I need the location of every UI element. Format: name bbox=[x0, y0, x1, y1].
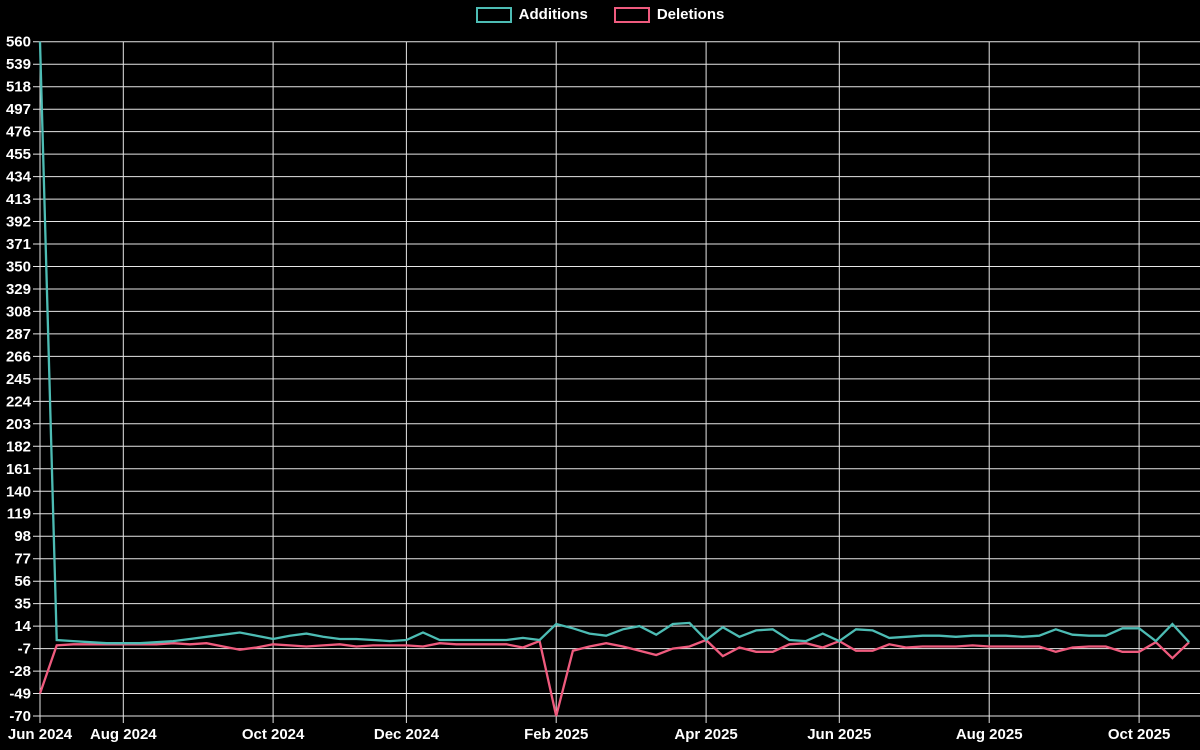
deletions-swatch bbox=[613, 6, 650, 23]
y-tick-label: 140 bbox=[6, 483, 31, 500]
y-gridlines bbox=[33, 41, 1200, 717]
y-tick-label: 476 bbox=[6, 124, 31, 141]
y-tick-label: 350 bbox=[6, 259, 31, 276]
x-tick-label: Apr 2025 bbox=[674, 726, 737, 743]
legend-item-deletions[interactable]: Deletions bbox=[613, 6, 725, 23]
chart-legend: Additions Deletions bbox=[0, 6, 1200, 23]
y-tick-label: 98 bbox=[14, 528, 31, 545]
legend-item-additions[interactable]: Additions bbox=[475, 6, 588, 23]
y-tick-label: 224 bbox=[6, 393, 32, 410]
additions-swatch bbox=[475, 6, 512, 23]
y-tick-label: -49 bbox=[9, 686, 31, 703]
x-tick-label: Aug 2024 bbox=[90, 726, 157, 743]
x-tick-labels: Jun 2024 Aug 2024 Oct 2024 Dec 2024 Feb 2025… bbox=[8, 726, 1170, 743]
x-gridlines bbox=[39, 41, 1140, 723]
x-tick-label: Jun 2024 bbox=[8, 726, 73, 743]
y-tick-label: 14 bbox=[14, 618, 31, 635]
y-tick-label: 56 bbox=[14, 573, 31, 590]
y-tick-label: 413 bbox=[6, 191, 31, 208]
y-tick-label: 497 bbox=[6, 101, 31, 118]
y-tick-label: 287 bbox=[6, 326, 31, 343]
y-tick-label: 518 bbox=[6, 79, 31, 96]
x-tick-label: Oct 2025 bbox=[1108, 726, 1171, 743]
x-tick-label: Feb 2025 bbox=[524, 726, 588, 743]
y-tick-label: 371 bbox=[6, 236, 31, 253]
y-tick-label: 455 bbox=[6, 146, 31, 163]
y-tick-label: 560 bbox=[6, 34, 31, 51]
y-tick-label: -70 bbox=[9, 708, 31, 725]
deletions-line bbox=[38, 638, 1190, 717]
x-tick-label: Jun 2025 bbox=[807, 726, 871, 743]
y-tick-label: 266 bbox=[6, 348, 31, 365]
x-tick-label: Oct 2024 bbox=[242, 726, 305, 743]
y-tick-label: 308 bbox=[6, 303, 31, 320]
additions-line bbox=[38, 41, 1190, 645]
y-tick-label: 182 bbox=[6, 438, 31, 455]
x-tick-label: Aug 2025 bbox=[956, 726, 1023, 743]
y-tick-label: 203 bbox=[6, 416, 31, 433]
y-tick-label: 434 bbox=[6, 169, 32, 186]
y-tick-label: 245 bbox=[6, 371, 31, 388]
legend-label-deletions: Deletions bbox=[656, 6, 725, 23]
y-tick-label: 119 bbox=[7, 506, 31, 523]
y-tick-label: 161 bbox=[6, 461, 31, 478]
x-tick-label: Dec 2024 bbox=[374, 726, 440, 743]
y-tick-label: -7 bbox=[18, 641, 31, 658]
y-tick-labels: 560 539 518 497 476 455 434 413 392 371 350 329 308 2… bbox=[6, 34, 32, 725]
y-tick-label: 35 bbox=[14, 596, 31, 613]
legend-label-additions: Additions bbox=[518, 6, 588, 23]
y-tick-label: 329 bbox=[6, 281, 31, 298]
y-tick-label: 77 bbox=[14, 551, 31, 568]
y-tick-label: 539 bbox=[6, 56, 31, 73]
y-tick-label: 392 bbox=[6, 214, 31, 231]
y-tick-label: -28 bbox=[9, 663, 31, 680]
